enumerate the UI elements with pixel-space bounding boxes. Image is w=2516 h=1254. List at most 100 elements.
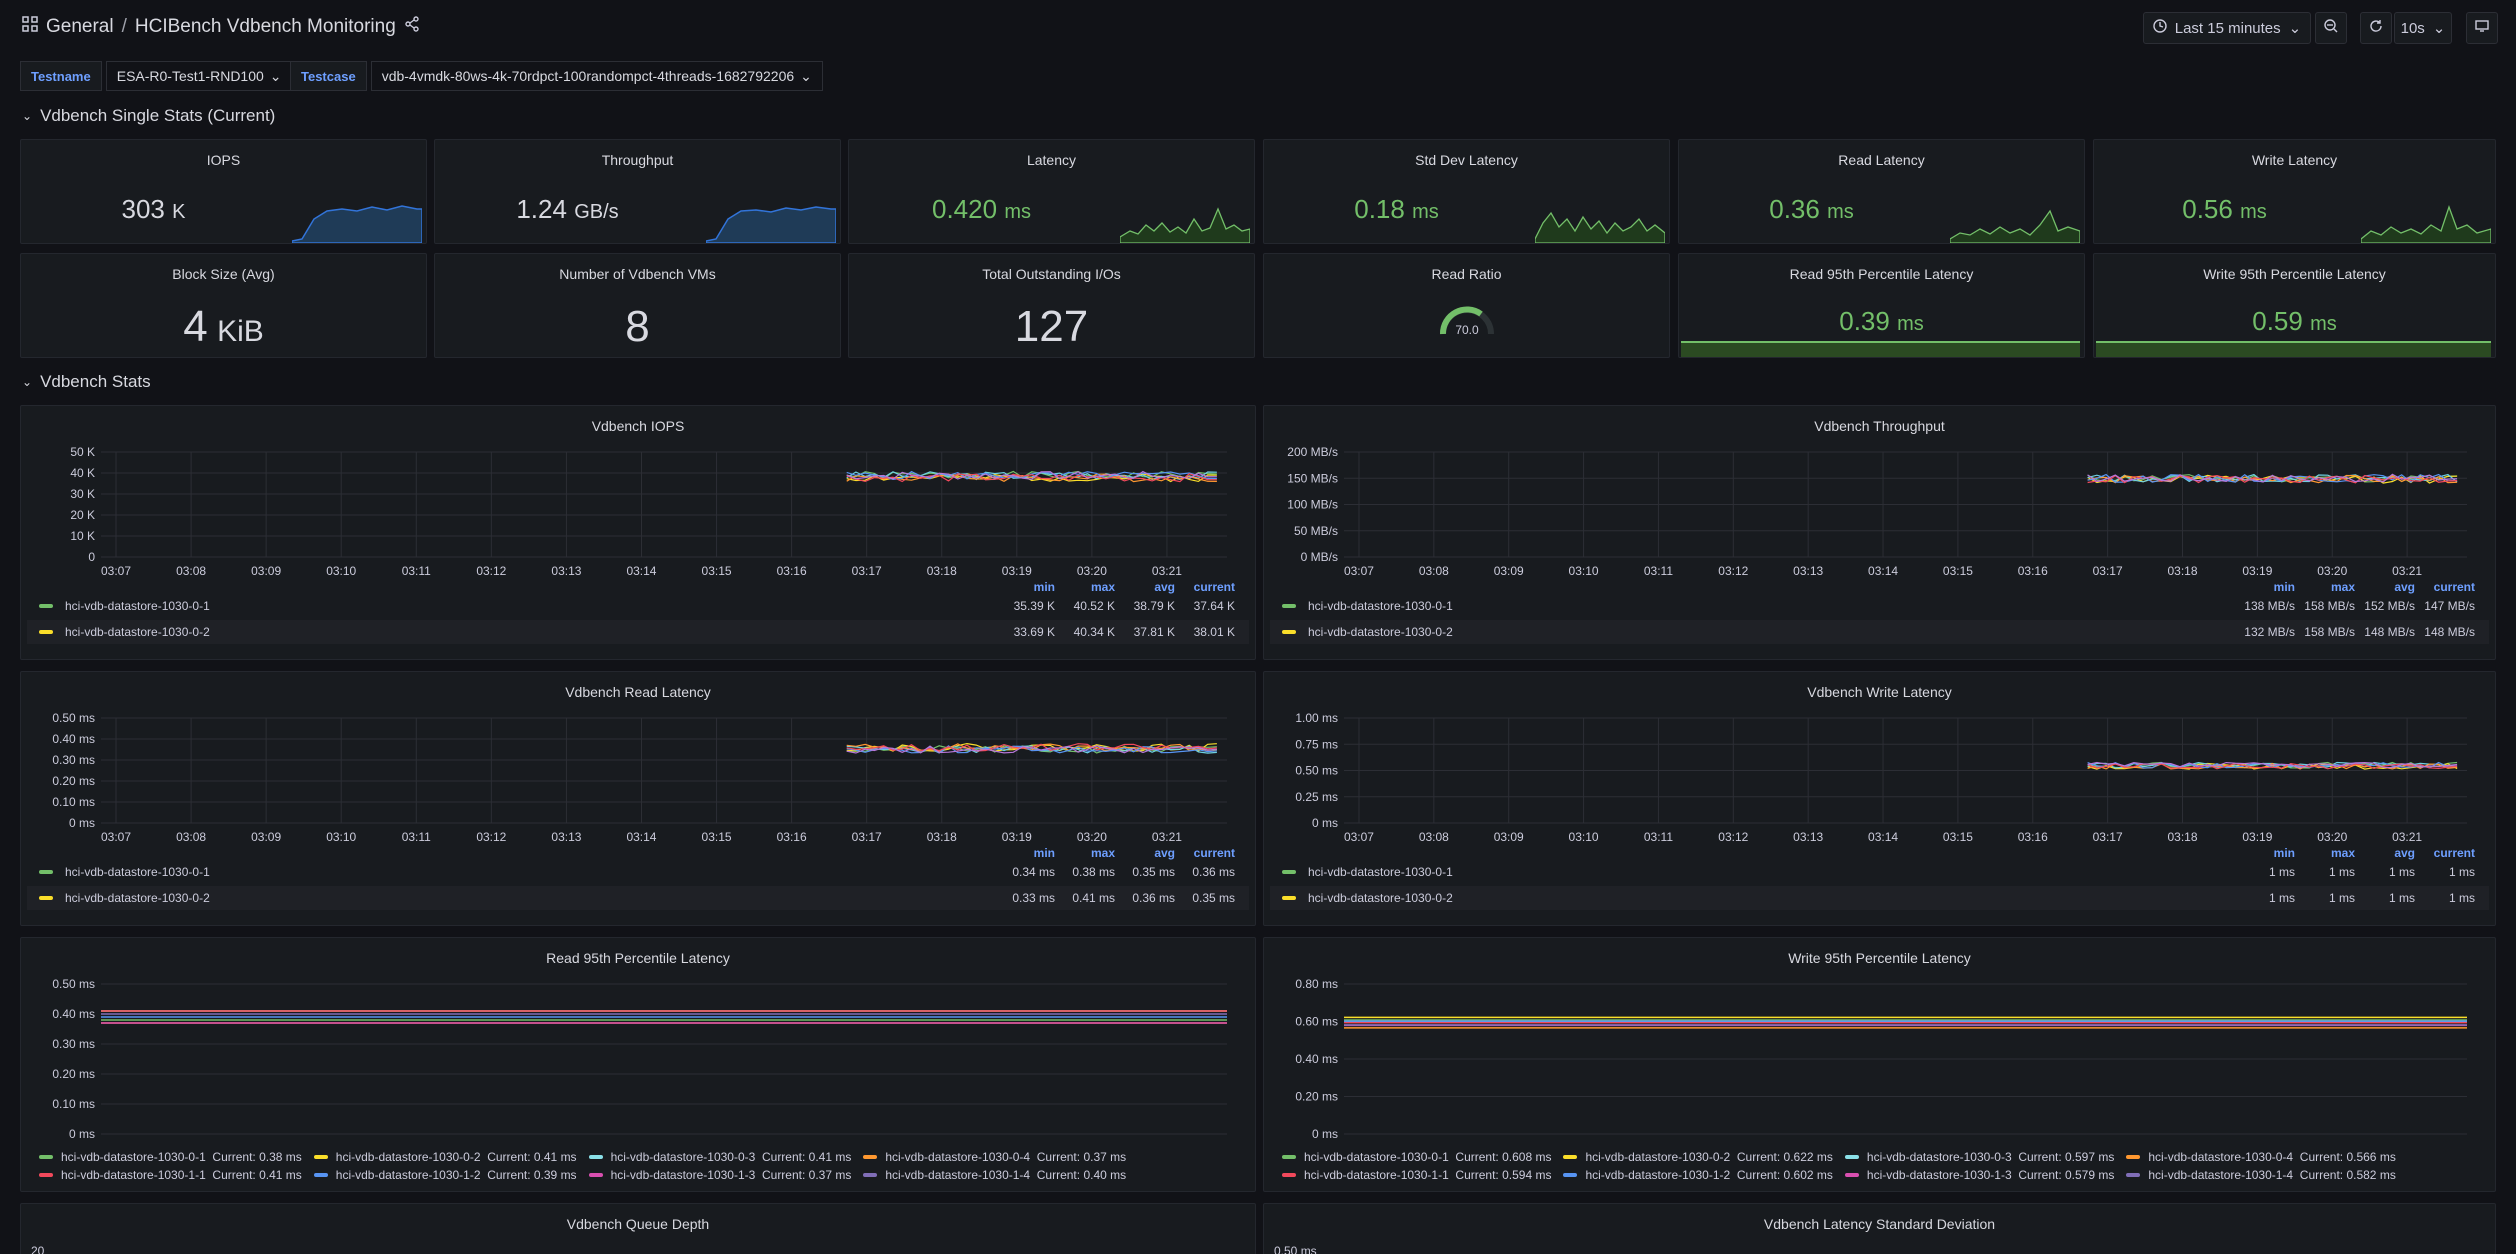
stat-panel-outstanding-ios[interactable]: Total Outstanding I/Os 127 (848, 253, 1255, 358)
chart-panel[interactable]: Write 95th Percentile Latency 0.80 ms 0.60… (1263, 937, 2496, 1192)
chart-panel[interactable]: Vdbench Throughput 200 MB/s 150 MB/s 100 MB… (1263, 405, 2496, 660)
stat-panel-read-ratio[interactable]: Read Ratio 70.0 (1263, 253, 1670, 358)
stat-value: 0.39 ms (1679, 306, 2084, 337)
stat-panel-iops[interactable]: IOPS 303 K (20, 139, 427, 244)
y-tick-label: 150 MB/s (1287, 471, 1338, 485)
legend-item[interactable]: hci-vdb-datastore-1030-0-3 Current: 0.59… (1844, 1150, 2114, 1164)
x-tick-label: 03:09 (1494, 830, 1524, 844)
legend-item[interactable]: hci-vdb-datastore-1030-0-1 Current: 0.38… (39, 1150, 302, 1164)
legend-row[interactable]: hci-vdb-datastore-1030-0-1 138 MB/s 158 MB… (1270, 594, 2489, 618)
stat-panel-write-95th[interactable]: Write 95th Percentile Latency 0.59 ms (2093, 253, 2496, 358)
chart-panel[interactable]: Vdbench Queue Depth 20 (20, 1203, 1256, 1254)
legend-header-cell[interactable]: min (1033, 580, 1055, 594)
time-range-picker[interactable]: Last 15 minutes ⌄ (2143, 12, 2311, 44)
legend-header-cell[interactable]: max (1090, 846, 1115, 860)
series-name: hci-vdb-datastore-1030-0-1 Current: 0.60… (1304, 1150, 1552, 1164)
legend-item[interactable]: hci-vdb-datastore-1030-0-4 Current: 0.56… (2126, 1150, 2396, 1164)
legend-header-cell[interactable]: min (1033, 846, 1055, 860)
legend-header-cell[interactable]: max (2330, 846, 2355, 860)
chart-plot[interactable]: 200 MB/s 150 MB/s 100 MB/s 50 MB/s 0 MB/s 03:… (1264, 442, 2487, 587)
legend-row[interactable]: hci-vdb-datastore-1030-0-2 132 MB/s 158 MB… (1270, 620, 2489, 644)
legend-header-cell[interactable]: min (2273, 580, 2295, 594)
legend-item[interactable]: hci-vdb-datastore-1030-1-2 Current: 0.39… (313, 1168, 577, 1182)
legend-item[interactable]: hci-vdb-datastore-1030-0-2 Current: 0.62… (1563, 1150, 1833, 1164)
row-single-stats[interactable]: ⌄ Vdbench Single Stats (Current) (22, 106, 275, 126)
panel-title: Vdbench Queue Depth (566, 1216, 710, 1232)
legend-header-cell[interactable]: current (1193, 846, 1235, 860)
testcase-select[interactable]: vdb-4vmdk-80ws-4k-70rdpct-100randompct-4… (370, 61, 823, 91)
chart-plot[interactable]: 0.80 ms 0.60 ms 0.40 ms 0.20 ms 0 ms (1264, 974, 2487, 1174)
stat-panel-vm-count[interactable]: Number of Vdbench VMs 8 (434, 253, 841, 358)
legend-item[interactable]: hci-vdb-datastore-1030-1-3 Current: 0.37… (588, 1168, 852, 1182)
y-tick-label: 0.10 ms (52, 795, 95, 809)
legend-value-current: 148 MB/s (2424, 625, 2475, 639)
chart-plot[interactable]: 1.00 ms 0.75 ms 0.50 ms 0.25 ms 0 ms 03:07 03:… (1264, 708, 2487, 853)
legend-header-cell[interactable]: current (1193, 580, 1235, 594)
series-line (846, 743, 1217, 752)
legend-item[interactable]: hci-vdb-datastore-1030-1-4 Current: 0.58… (2126, 1168, 2396, 1182)
chart-panel[interactable]: Vdbench Read Latency 0.50 ms 0.40 ms 0.30 m… (20, 671, 1256, 926)
series-line (2087, 473, 2458, 483)
chart-panel[interactable]: Read 95th Percentile Latency 0.50 ms 0.40 … (20, 937, 1256, 1192)
stat-panel-std-dev-latency[interactable]: Std Dev Latency 0.18 ms (1263, 139, 1670, 244)
stat-panel-read-latency[interactable]: Read Latency 0.36 ms (1678, 139, 2085, 244)
legend-header-cell[interactable]: avg (1154, 580, 1175, 594)
legend-header-cell[interactable]: avg (2394, 846, 2415, 860)
legend-row[interactable]: hci-vdb-datastore-1030-0-1 0.34 ms 0.38 ms… (27, 860, 1249, 884)
chart-panel[interactable]: Vdbench IOPS 50 K 40 K 30 K 20 K 10 K 0 03:07 03… (20, 405, 1256, 660)
legend-header-cell[interactable]: avg (2394, 580, 2415, 594)
breadcrumb-root[interactable]: General (46, 16, 114, 37)
x-tick-label: 03:11 (402, 830, 431, 844)
series-name: hci-vdb-datastore-1030-1-3 Current: 0.37… (610, 1168, 852, 1182)
legend-item[interactable]: hci-vdb-datastore-1030-1-1 Current: 0.59… (1282, 1168, 1551, 1182)
monitor-icon (2475, 19, 2489, 37)
legend-header-cell[interactable]: current (2433, 846, 2475, 860)
legend-item[interactable]: hci-vdb-datastore-1030-0-1 Current: 0.60… (1282, 1150, 1551, 1164)
testname-select[interactable]: ESA-R0-Test1-RND100 ⌄ (105, 61, 293, 91)
refresh-button[interactable] (2360, 12, 2392, 44)
legend-row[interactable]: hci-vdb-datastore-1030-0-2 1 ms 1 ms 1 ms 1 … (1270, 886, 2489, 910)
refresh-interval-picker[interactable]: 10s ⌄ (2394, 12, 2452, 44)
legend-value-max: 0.41 ms (1072, 891, 1115, 905)
write-latency-value: 0.56 (2182, 194, 2233, 224)
legend-value-min: 0.33 ms (1012, 891, 1055, 905)
series-swatch (1563, 1173, 1578, 1177)
tv-mode-button[interactable] (2466, 12, 2498, 44)
apps-grid-icon[interactable] (22, 16, 38, 38)
stat-value: 0.36 ms (1679, 194, 1944, 225)
chart-panel[interactable]: Vdbench Latency Standard Deviation 0.50 m… (1263, 1203, 2496, 1254)
legend-value-current: 1 ms (2448, 891, 2475, 905)
stat-panel-read-95th[interactable]: Read 95th Percentile Latency 0.39 ms (1678, 253, 2085, 358)
legend-row[interactable]: hci-vdb-datastore-1030-0-1 35.39 K 40.52 K… (27, 594, 1249, 618)
stat-panel-block-size[interactable]: Block Size (Avg) 4 KiB (20, 253, 427, 358)
variable-testname: Testname ESA-R0-Test1-RND100 ⌄ (20, 61, 293, 91)
chart-plot[interactable]: 0.50 ms 0.40 ms 0.30 ms 0.20 ms 0.10 ms 0 ms 0… (21, 708, 1247, 853)
legend-header-cell[interactable]: min (2273, 846, 2295, 860)
legend-row[interactable]: hci-vdb-datastore-1030-0-1 1 ms 1 ms 1 ms 1 … (1270, 860, 2489, 884)
legend-row[interactable]: hci-vdb-datastore-1030-0-2 0.33 ms 0.41 ms… (27, 886, 1249, 910)
zoom-out-button[interactable] (2315, 12, 2347, 44)
legend-header-cell[interactable]: current (2433, 580, 2475, 594)
legend-item[interactable]: hci-vdb-datastore-1030-1-3 Current: 0.57… (1844, 1168, 2114, 1182)
legend-item[interactable]: hci-vdb-datastore-1030-0-4 Current: 0.37… (863, 1150, 1126, 1164)
legend-item[interactable]: hci-vdb-datastore-1030-1-2 Current: 0.60… (1563, 1168, 1833, 1182)
legend-item[interactable]: hci-vdb-datastore-1030-0-2 Current: 0.41… (313, 1150, 577, 1164)
legend-item[interactable]: hci-vdb-datastore-1030-1-4 Current: 0.40… (863, 1168, 1126, 1182)
share-icon[interactable] (404, 16, 420, 38)
chart-plot[interactable]: 50 K 40 K 30 K 20 K 10 K 0 03:07 03:08 03:09 03:1… (21, 442, 1247, 587)
stat-panel-write-latency[interactable]: Write Latency 0.56 ms (2093, 139, 2496, 244)
legend-header-cell[interactable]: max (1090, 580, 1115, 594)
legend-header-cell[interactable]: max (2330, 580, 2355, 594)
row-stats[interactable]: ⌄ Vdbench Stats (22, 372, 151, 392)
panel-title: Vdbench Write Latency (1807, 684, 1952, 700)
legend-header-cell[interactable]: avg (1154, 846, 1175, 860)
stat-panel-latency[interactable]: Latency 0.420 ms (848, 139, 1255, 244)
legend-item[interactable]: hci-vdb-datastore-1030-1-1 Current: 0.41… (39, 1168, 302, 1182)
chart-plot[interactable]: 0.50 ms 0.40 ms 0.30 ms 0.20 ms 0.10 ms 0 ms (21, 974, 1247, 1174)
legend-item[interactable]: hci-vdb-datastore-1030-0-3 Current: 0.41… (588, 1150, 851, 1164)
block-size-unit: KiB (217, 315, 264, 348)
series-name: hci-vdb-datastore-1030-1-2 Current: 0.60… (1585, 1168, 1833, 1182)
legend-row[interactable]: hci-vdb-datastore-1030-0-2 33.69 K 40.34 K… (27, 620, 1249, 644)
chart-panel[interactable]: Vdbench Write Latency 1.00 ms 0.75 ms 0.50 … (1263, 671, 2496, 926)
stat-panel-throughput[interactable]: Throughput 1.24 GB/s (434, 139, 841, 244)
